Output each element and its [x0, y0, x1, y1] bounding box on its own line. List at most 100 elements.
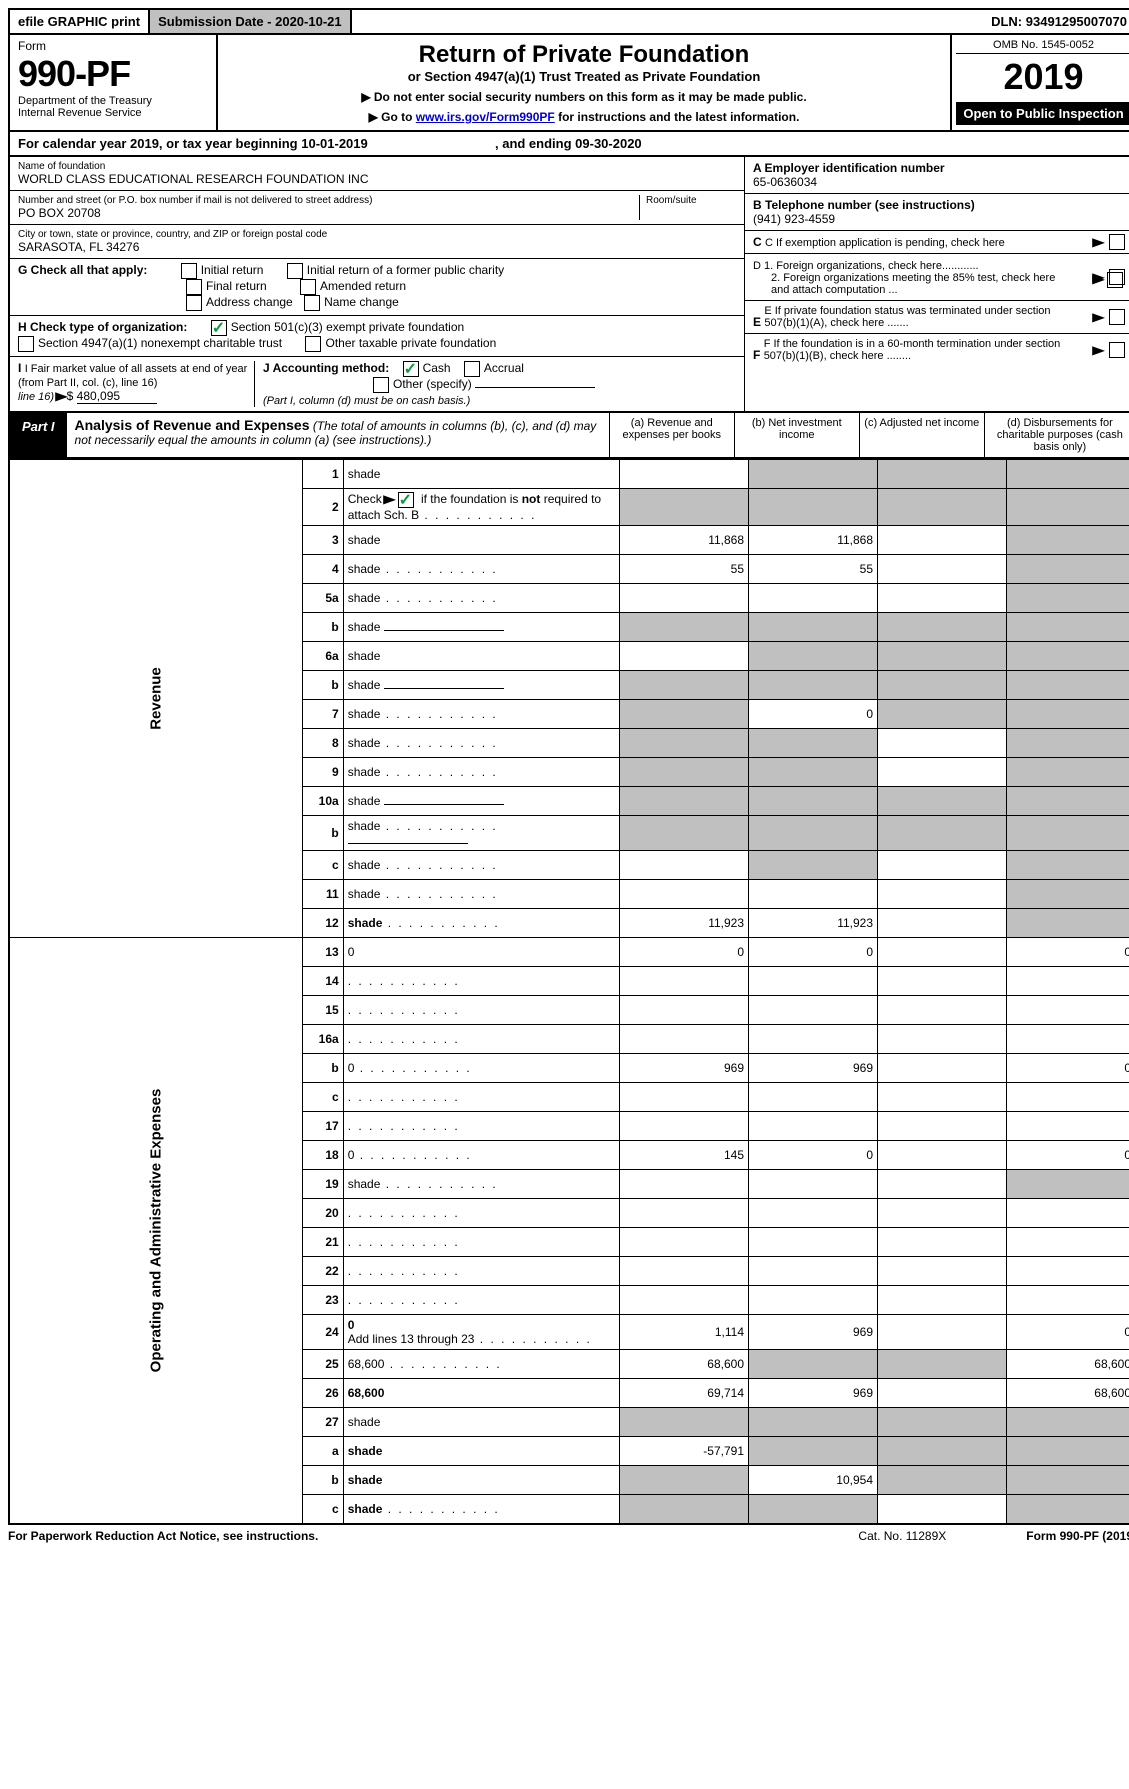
phone-value: (941) 923-4559: [753, 212, 835, 226]
line-description: 68,600: [343, 1350, 619, 1379]
line-number: 16a: [302, 1025, 343, 1054]
line-number: 19: [302, 1170, 343, 1199]
initial-return-checkbox[interactable]: [181, 263, 197, 279]
line-description: shade: [343, 909, 619, 938]
cell-shaded: [1007, 758, 1129, 787]
cell-shaded: [749, 816, 878, 851]
cell-amount: [620, 1112, 749, 1141]
table-row: Operating and Administrative Expenses130…: [9, 938, 1129, 967]
cell-amount: [620, 1257, 749, 1286]
line-number: 18: [302, 1141, 343, 1170]
name-change-checkbox[interactable]: [304, 295, 320, 311]
cell-shaded: [878, 700, 1007, 729]
cell-amount: [620, 851, 749, 880]
i-j-cell: I I Fair market value of all assets at e…: [10, 357, 744, 411]
line-description: [343, 1083, 619, 1112]
cell-shaded: [620, 758, 749, 787]
cell-amount: [878, 938, 1007, 967]
cell-shaded: [878, 671, 1007, 700]
cell-shaded: [1007, 1408, 1129, 1437]
part1-badge: Part I: [10, 413, 67, 457]
other-method-checkbox[interactable]: [373, 377, 389, 393]
other-taxable-checkbox[interactable]: [305, 336, 321, 352]
line-number: a: [302, 1437, 343, 1466]
cell-amount: [878, 1083, 1007, 1112]
cell-shaded: [749, 787, 878, 816]
top-bar: efile GRAPHIC print Submission Date - 20…: [8, 8, 1129, 35]
line-number: 25: [302, 1350, 343, 1379]
initial-fpc-checkbox[interactable]: [287, 263, 303, 279]
line-description: [343, 1228, 619, 1257]
line-description: shade: [343, 787, 619, 816]
cell-amount: 969: [749, 1315, 878, 1350]
f-checkbox[interactable]: [1109, 342, 1125, 358]
accrual-checkbox[interactable]: [464, 361, 480, 377]
cell-amount: -57,791: [620, 1437, 749, 1466]
cell-amount: 68,600: [1007, 1379, 1129, 1408]
cell-shaded: [1007, 880, 1129, 909]
d-cell: D 1. Foreign organizations, check here..…: [745, 254, 1129, 301]
line-number: 9: [302, 758, 343, 787]
cell-amount: [1007, 1025, 1129, 1054]
line-number: b: [302, 1466, 343, 1495]
line-description: shade: [343, 1408, 619, 1437]
column-headers: (a) Revenue and expenses per books (b) N…: [609, 413, 1129, 457]
cell-shaded: [749, 758, 878, 787]
line-number: 6a: [302, 642, 343, 671]
line-description: [343, 1286, 619, 1315]
cell-amount: [878, 880, 1007, 909]
e-checkbox[interactable]: [1109, 309, 1125, 325]
cell-shaded: [749, 460, 878, 489]
addr-change-checkbox[interactable]: [186, 295, 202, 311]
cell-amount: 55: [749, 555, 878, 584]
cell-shaded: [878, 1408, 1007, 1437]
line-number: c: [302, 1083, 343, 1112]
cell-shaded: [620, 787, 749, 816]
cell-shaded: [1007, 851, 1129, 880]
open-inspection: Open to Public Inspection: [956, 102, 1129, 125]
header-mid: Return of Private Foundation or Section …: [218, 35, 950, 130]
cell-shaded: [1007, 787, 1129, 816]
cell-shaded: [1007, 584, 1129, 613]
amended-checkbox[interactable]: [300, 279, 316, 295]
line-description: shade: [343, 555, 619, 584]
cell-shaded: [878, 1437, 1007, 1466]
cell-amount: 0: [749, 1141, 878, 1170]
irs-link[interactable]: www.irs.gov/Form990PF: [416, 110, 555, 124]
d2-checkbox[interactable]: [1107, 272, 1123, 288]
instr-link: ▶ Go to www.irs.gov/Form990PF for instru…: [226, 110, 942, 124]
line-number: 12: [302, 909, 343, 938]
footer-row: For Paperwork Reduction Act Notice, see …: [8, 1525, 1129, 1543]
cell-amount: [620, 1228, 749, 1257]
cash-checkbox[interactable]: [403, 361, 419, 377]
cell-shaded: [1007, 526, 1129, 555]
4947-checkbox[interactable]: [18, 336, 34, 352]
cell-shaded: [749, 1408, 878, 1437]
calendar-year-row: For calendar year 2019, or tax year begi…: [8, 132, 1129, 157]
cell-shaded: [878, 489, 1007, 526]
cell-shaded: [1007, 700, 1129, 729]
cell-amount: [749, 996, 878, 1025]
instr-ssn: ▶ Do not enter social security numbers o…: [226, 90, 942, 104]
501c3-checkbox[interactable]: [211, 320, 227, 336]
cell-amount: 11,923: [749, 909, 878, 938]
cell-shaded: [1007, 489, 1129, 526]
efile-label: efile GRAPHIC print: [10, 10, 150, 33]
tax-year: 2019: [956, 56, 1129, 98]
col-c-hdr: (c) Adjusted net income: [859, 413, 984, 457]
city-state-zip: SARASOTA, FL 34276: [18, 240, 736, 254]
c-checkbox[interactable]: [1109, 234, 1125, 250]
cell-amount: 145: [620, 1141, 749, 1170]
line-description: shade: [343, 851, 619, 880]
h-check-cell: H Check type of organization: Section 50…: [10, 316, 744, 357]
final-return-checkbox[interactable]: [186, 279, 202, 295]
address: PO BOX 20708: [18, 206, 633, 220]
line-description: Check ▶ if the foundation is not require…: [343, 489, 619, 526]
line-description: shade: [343, 526, 619, 555]
part1-header: Part I Analysis of Revenue and Expenses …: [8, 413, 1129, 459]
cell-shaded: [878, 460, 1007, 489]
cell-amount: 10,954: [749, 1466, 878, 1495]
cell-amount: [878, 584, 1007, 613]
cell-amount: [749, 1112, 878, 1141]
form-subtitle: or Section 4947(a)(1) Trust Treated as P…: [226, 69, 942, 84]
